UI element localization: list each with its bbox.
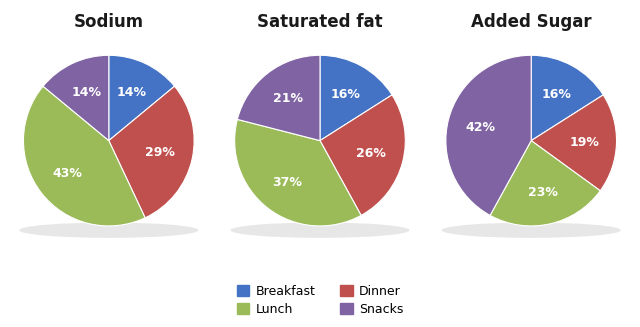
Text: 14%: 14% xyxy=(116,86,147,99)
Ellipse shape xyxy=(230,223,410,238)
Text: 37%: 37% xyxy=(273,176,303,189)
Text: 19%: 19% xyxy=(569,136,599,149)
Wedge shape xyxy=(109,86,194,218)
Text: 16%: 16% xyxy=(330,88,360,101)
Title: Saturated fat: Saturated fat xyxy=(257,13,383,31)
Ellipse shape xyxy=(19,223,198,238)
Title: Added Sugar: Added Sugar xyxy=(471,13,591,31)
Text: 23%: 23% xyxy=(528,186,557,199)
Wedge shape xyxy=(237,55,320,141)
Wedge shape xyxy=(531,55,604,141)
Wedge shape xyxy=(43,55,109,141)
Wedge shape xyxy=(490,141,600,226)
Text: 42%: 42% xyxy=(465,121,495,134)
Wedge shape xyxy=(531,95,616,191)
Text: 16%: 16% xyxy=(541,88,572,101)
Wedge shape xyxy=(109,55,175,141)
Title: Sodium: Sodium xyxy=(74,13,144,31)
Text: 43%: 43% xyxy=(52,166,82,180)
Ellipse shape xyxy=(442,223,621,238)
Text: 26%: 26% xyxy=(356,147,386,160)
Text: 14%: 14% xyxy=(71,86,101,99)
Legend: Breakfast, Lunch, Dinner, Snacks: Breakfast, Lunch, Dinner, Snacks xyxy=(232,280,408,321)
Text: 29%: 29% xyxy=(145,146,175,159)
Wedge shape xyxy=(235,119,361,226)
Wedge shape xyxy=(24,86,145,226)
Wedge shape xyxy=(320,95,405,215)
Text: 21%: 21% xyxy=(273,92,303,105)
Wedge shape xyxy=(446,55,531,215)
Wedge shape xyxy=(320,55,392,141)
